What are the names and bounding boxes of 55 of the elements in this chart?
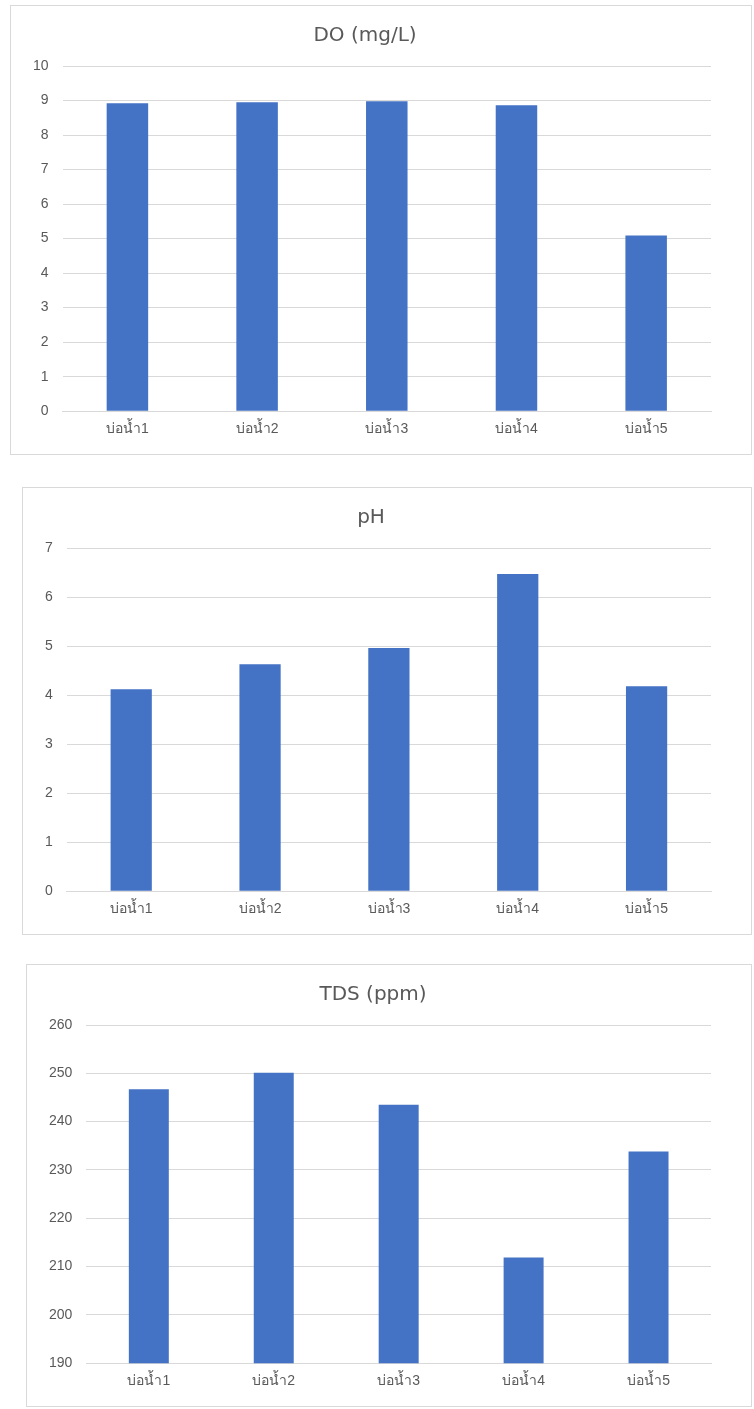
x-tick-label: บ่อน้ำ3 [367,898,411,917]
y-tick-label: 260 [49,1015,73,1032]
y-tick-label: 6 [44,587,53,604]
y-tick-label: 0 [44,882,53,899]
x-tick-label: บ่อน้ำ1 [106,418,150,437]
chart-title: DO (mg/L) [313,22,417,47]
x-tick-label: บ่อน้ำ4 [496,898,540,917]
y-tick-label: 3 [44,734,53,751]
y-tick-label: 240 [49,1112,73,1129]
y-tick-label: 10 [32,56,49,73]
bar [106,103,149,411]
x-tick-label: บ่อน้ำ3 [365,418,409,437]
x-tick-label: บ่อน้ำ1 [127,1370,171,1389]
y-tick-label: 220 [49,1209,73,1226]
y-tick-label: 6 [40,194,49,211]
bar [368,648,410,891]
y-tick-label: 5 [40,229,49,246]
x-tick-label: บ่อน้ำ2 [252,1370,296,1389]
chart-title: TDS (ppm) [318,981,427,1006]
bar [497,573,539,891]
y-tick-label: 7 [44,538,53,555]
y-tick-label: 200 [49,1305,73,1322]
x-tick-label: บ่อน้ำ2 [235,418,279,437]
bar [110,689,152,891]
y-tick-label: 9 [40,91,49,108]
bar [625,686,668,891]
y-tick-label: 2 [44,784,53,800]
y-tick-label: 2 [40,333,49,350]
y-tick-label: 0 [40,402,49,419]
x-tick-label: บ่อน้ำ2 [238,898,282,917]
y-tick-label: 210 [49,1257,73,1274]
y-tick-label: 8 [40,125,49,142]
bar [625,235,667,411]
bar [495,105,538,411]
y-tick-label: 4 [44,685,53,702]
y-tick-label: 250 [49,1064,73,1081]
bar [236,102,278,411]
x-tick-label: บ่อน้ำ3 [377,1370,421,1389]
y-tick-label: 190 [49,1354,73,1371]
y-tick-label: 230 [49,1160,73,1177]
x-tick-label: บ่อน้ำ1 [109,898,153,917]
y-tick-label: 3 [40,298,49,315]
x-tick-label: บ่อน้ำ4 [495,418,539,437]
x-tick-label: บ่อน้ำ5 [624,418,668,437]
y-tick-label: 5 [44,636,53,653]
y-tick-label: 1 [44,833,53,850]
y-tick-label: 7 [40,160,49,177]
y-tick-label: 1 [40,367,49,384]
bar [366,101,408,411]
x-tick-label: บ่อน้ำ5 [625,898,669,917]
x-tick-label: บ่อน้ำ4 [502,1370,546,1389]
y-tick-label: 4 [40,263,49,280]
x-tick-label: บ่อน้ำ5 [627,1370,671,1389]
bar [239,664,281,891]
chart-title: pH [357,504,385,529]
